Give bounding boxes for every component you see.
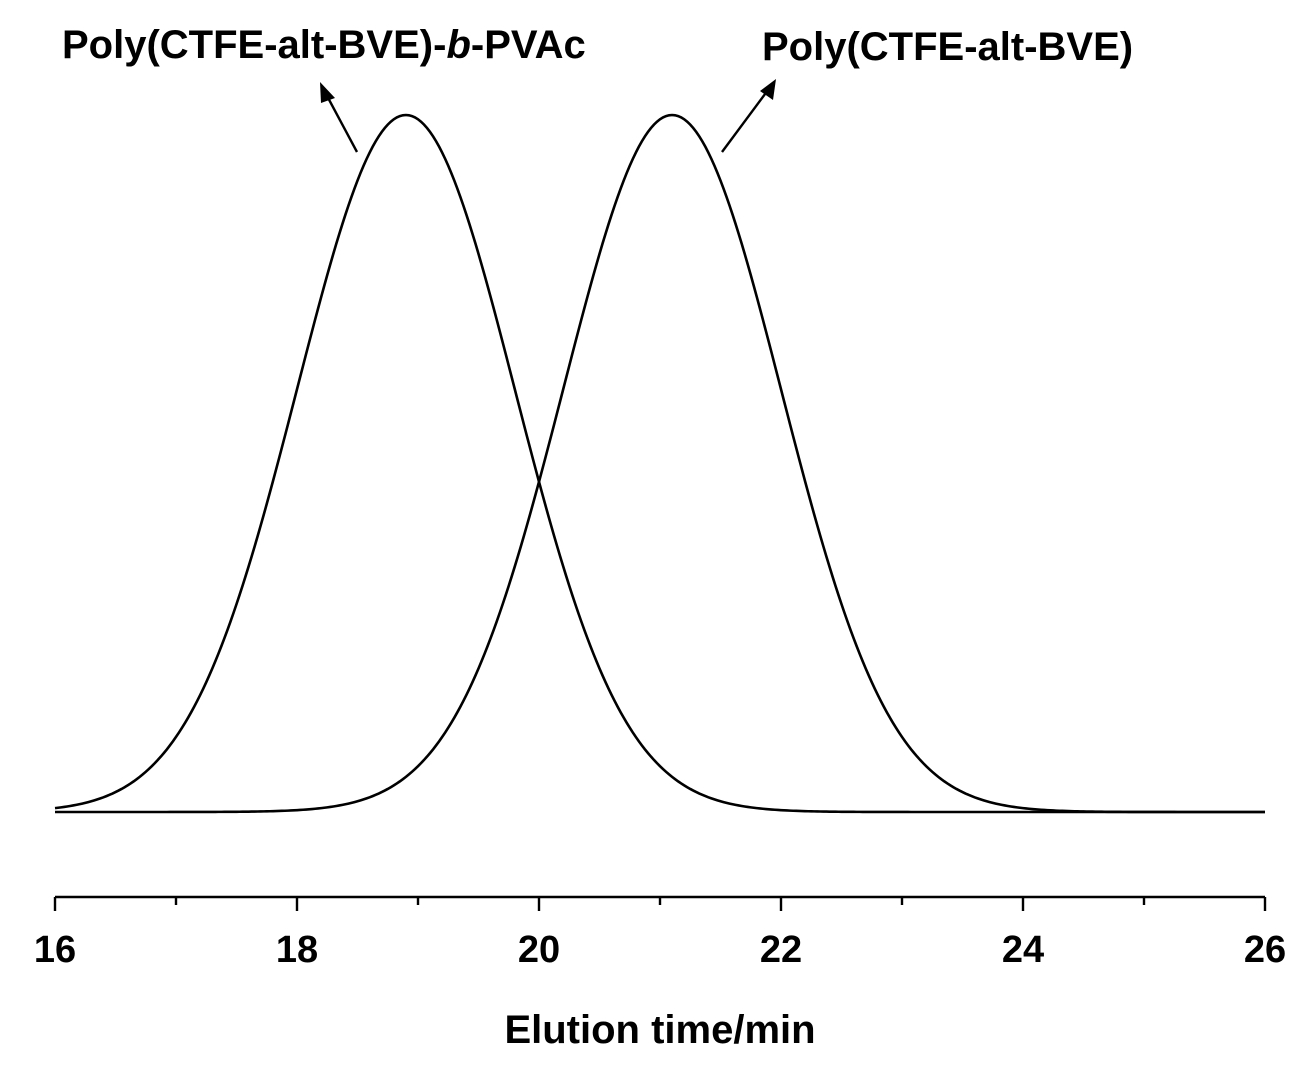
series-label-precursor: Poly(CTFE-alt-BVE) (762, 25, 1133, 69)
arrowhead-precursor (760, 79, 776, 100)
x-tick-label: 26 (1244, 929, 1286, 971)
annotations-group: Poly(CTFE-alt-BVE)-b-PVAc Poly(CTFE-alt-… (62, 23, 1133, 153)
x-axis: 16 18 20 22 24 26 Elution time/min (34, 895, 1286, 1052)
series-line-1 (54, 113, 1265, 814)
series-label-block-copolymer: Poly(CTFE-alt-BVE)-b-PVAc (62, 23, 586, 67)
x-axis-title: Elution time/min (504, 1008, 815, 1052)
x-tick-label: 20 (518, 929, 560, 971)
arrow-precursor (721, 89, 769, 153)
x-tick-label: 16 (34, 929, 76, 971)
curves-group (54, 113, 1265, 814)
x-tick-label: 24 (1002, 929, 1044, 971)
x-ticks (53, 897, 1267, 911)
arrow-block-copolymer (324, 93, 359, 153)
x-tick-label: 18 (276, 929, 318, 971)
arrowhead-block-copolymer (320, 82, 335, 103)
series-line-2 (55, 113, 1265, 814)
x-tick-label: 22 (760, 929, 802, 971)
x-tick-labels: 16 18 20 22 24 26 (34, 929, 1286, 971)
